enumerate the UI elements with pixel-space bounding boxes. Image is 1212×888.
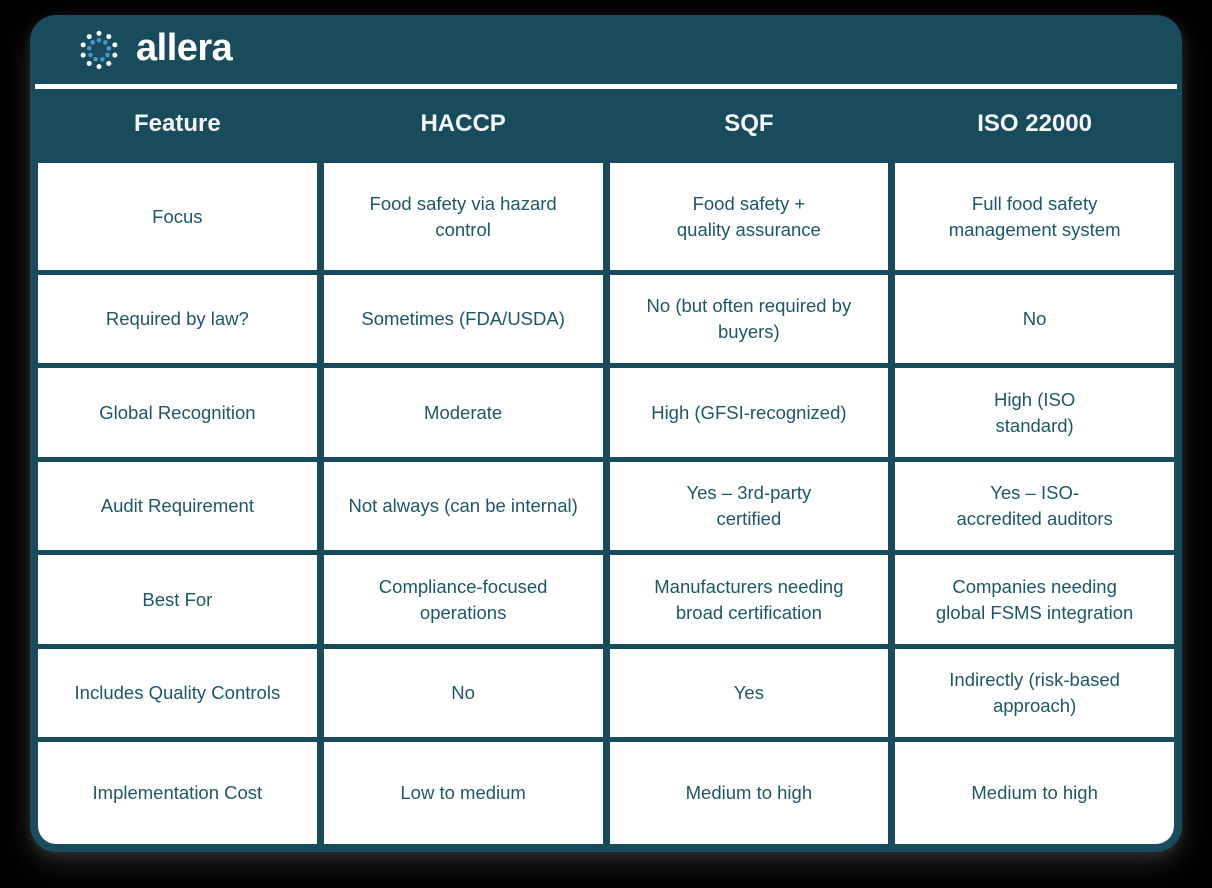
feature-label-cell: Focus <box>38 163 317 270</box>
table-cell: Not always (can be internal) <box>323 462 603 550</box>
table-cell: No <box>895 275 1174 363</box>
table-header-row: Feature HACCP SQF ISO 22000 <box>30 89 1182 158</box>
table-cell: Full food safety management system <box>895 163 1174 270</box>
table-cell: Food safety via hazard control <box>323 163 603 270</box>
table-cell: Low to medium <box>323 742 603 844</box>
feature-label-cell: Global Recognition <box>38 368 317 457</box>
table-cell: No <box>323 649 603 737</box>
column-header-iso22000: ISO 22000 <box>977 109 1092 137</box>
table-cell: No (but often required by buyers) <box>609 275 889 363</box>
brand-bar: allera <box>30 15 1182 84</box>
column-header-sqf: SQF <box>724 109 774 137</box>
table-cell: Compliance-focused operations <box>323 555 603 644</box>
column-header-haccp: HACCP <box>420 109 506 137</box>
table-cell: Indirectly (risk-based approach) <box>895 649 1174 737</box>
table-cell: Companies needing global FSMS integratio… <box>895 555 1174 644</box>
feature-label-cell: Best For <box>38 555 317 644</box>
feature-label-cell: Implementation Cost <box>38 742 317 844</box>
table-cell: High (GFSI-recognized) <box>609 368 889 457</box>
table-cell: High (ISO standard) <box>895 368 1174 457</box>
table-cell: Yes <box>609 649 889 737</box>
table-cell: Yes – 3rd-party certified <box>609 462 889 550</box>
table-cell: Medium to high <box>609 742 889 844</box>
table-cell: Sometimes (FDA/USDA) <box>323 275 603 363</box>
feature-label-cell: Includes Quality Controls <box>38 649 317 737</box>
table-cell: Food safety + quality assurance <box>609 163 889 270</box>
comparison-card: allera Feature HACCP SQF ISO 22000 Focus… <box>30 15 1182 852</box>
table-cell: Manufacturers needing broad certificatio… <box>609 555 889 644</box>
header-separator <box>35 84 1177 89</box>
allera-logo-icon <box>80 30 118 69</box>
feature-label-cell: Audit Requirement <box>38 462 317 550</box>
brand-name: allera <box>136 26 233 69</box>
table-body: Focus Food safety via hazard control Foo… <box>30 158 1182 852</box>
table-cell: Yes – ISO- accredited auditors <box>895 462 1174 550</box>
table-cell: Moderate <box>323 368 603 457</box>
feature-label-cell: Required by law? <box>38 275 317 363</box>
column-header-feature: Feature <box>134 109 221 137</box>
table-cell: Medium to high <box>895 742 1174 844</box>
